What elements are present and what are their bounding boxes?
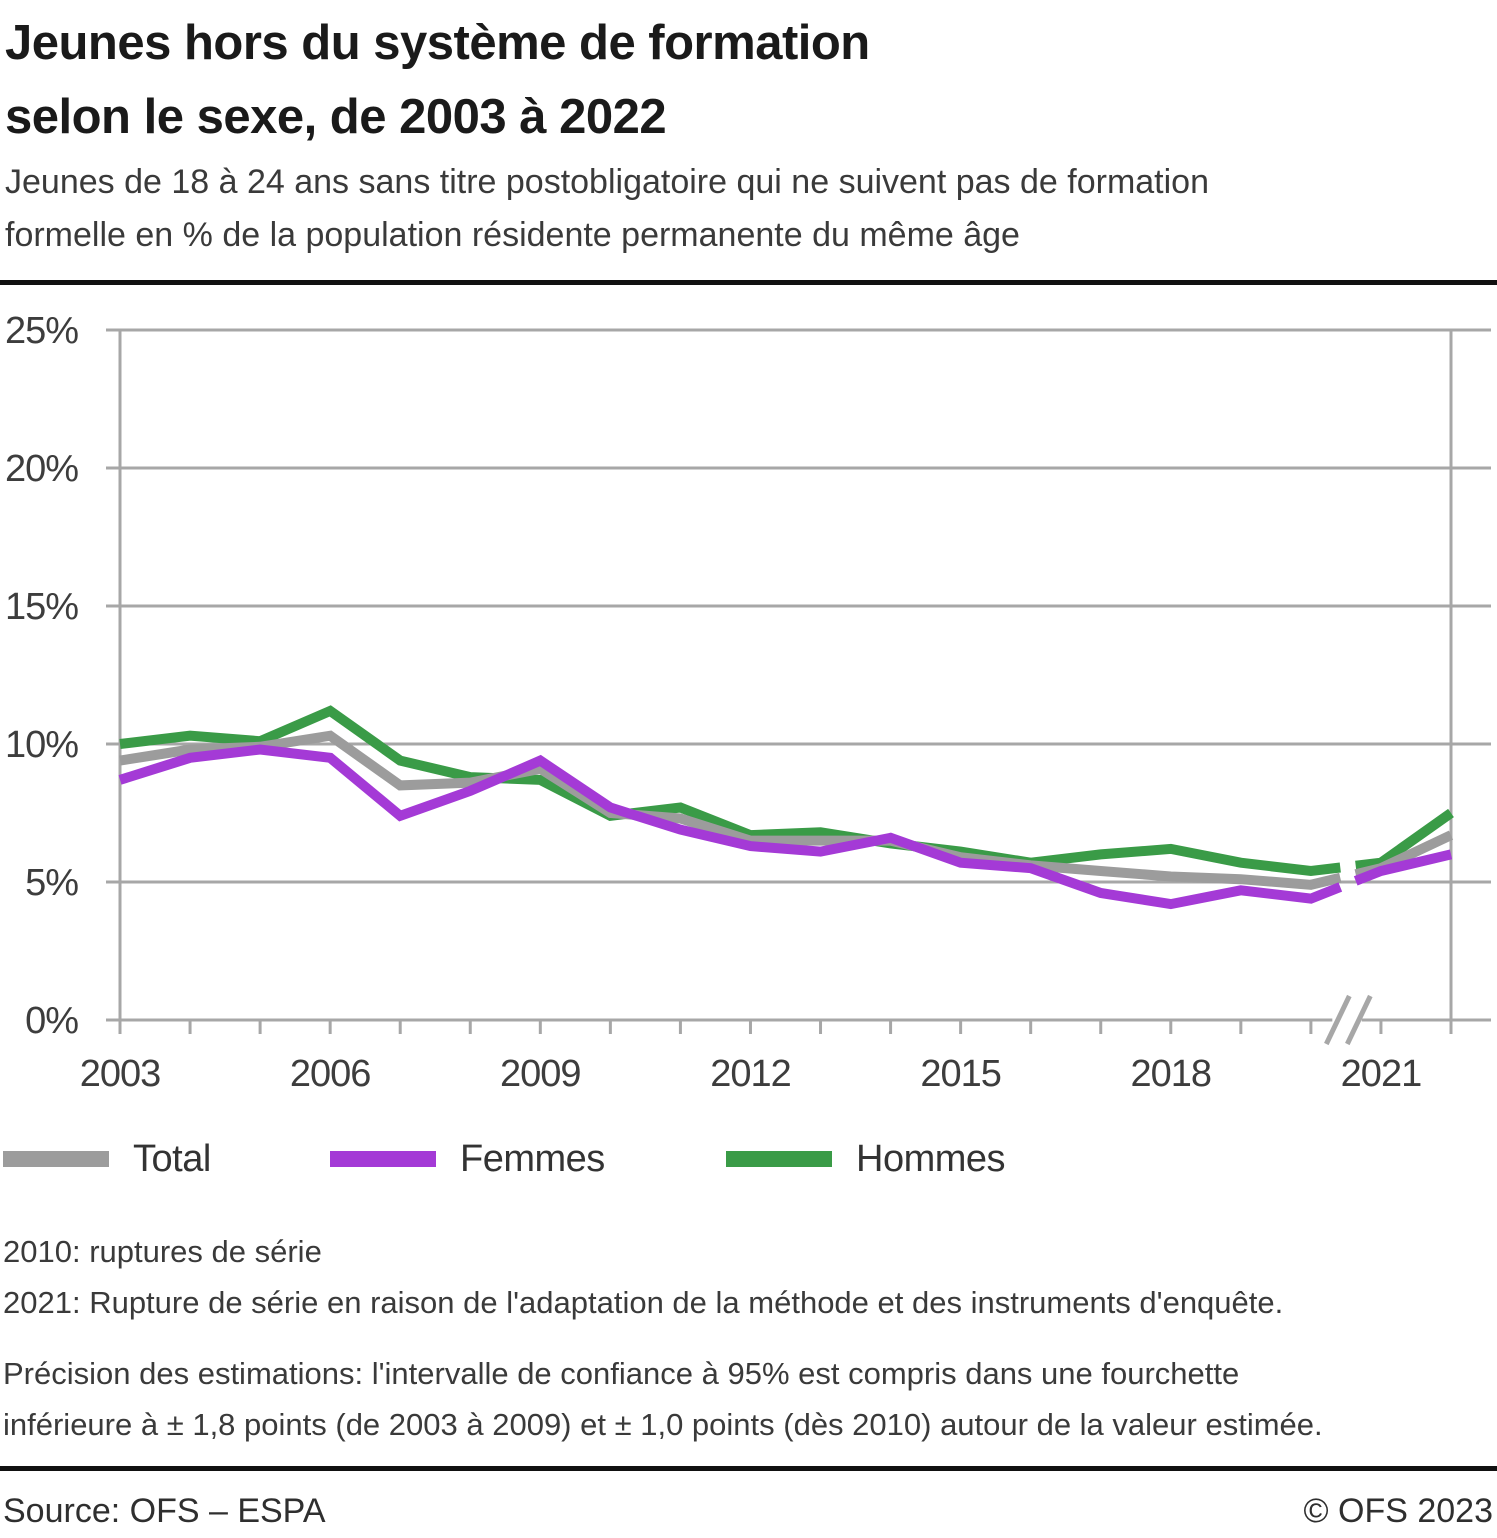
x-tick-label: 2006 <box>290 1053 371 1092</box>
legend-label-hommes: Hommes <box>856 1137 1006 1180</box>
source-label: Source: OFS – ESPA <box>3 1492 326 1530</box>
legend-label-femmes: Femmes <box>460 1137 605 1180</box>
legend-item-hommes: Hommes <box>726 1137 1006 1180</box>
series-line-femmes <box>1353 849 1453 886</box>
y-tick-label: 5% <box>25 862 78 904</box>
series-line-hommes <box>119 705 1341 877</box>
footnote-paragraph-2: Précision des estimations: l'intervalle … <box>3 1348 1323 1450</box>
top-divider <box>0 280 1497 285</box>
footer: Source: OFS – ESPA © OFS 2023 <box>3 1492 1493 1531</box>
legend-item-total: Total <box>3 1137 211 1180</box>
legend-swatch-total-icon <box>3 1151 109 1167</box>
series-line-femmes <box>118 744 1343 910</box>
copyright-label: © OFS 2023 <box>1303 1492 1493 1530</box>
chart-subtitle: Jeunes de 18 à 24 ans sans titre postobl… <box>5 156 1209 262</box>
axis-break-slash-icon <box>1345 994 1373 1046</box>
legend-swatch-hommes-icon <box>726 1151 832 1167</box>
y-tick-label: 15% <box>5 586 78 628</box>
line-chart: 0% 5% 10% 15% 20% 25% 2003 2006 2009 2012 2015 2018… <box>5 310 1491 1092</box>
x-tick-label: 2021 <box>1341 1053 1422 1092</box>
y-tick-label: 20% <box>5 448 78 490</box>
x-tick-label: 2018 <box>1131 1053 1212 1092</box>
y-tick-label: 0% <box>25 1000 78 1042</box>
footnote-line-2: 2021: Rupture de série en raison de l'ad… <box>3 1285 1284 1320</box>
footnote-line-3: Précision des estimations: l'intervalle … <box>3 1356 1240 1391</box>
x-tick-label: 2003 <box>80 1053 161 1092</box>
series-line-total <box>119 730 1342 890</box>
legend-label-total: Total <box>133 1137 211 1180</box>
footnote-line-4: inférieure à ± 1,8 points (de 2003 à 200… <box>3 1407 1323 1442</box>
subtitle-line-1: Jeunes de 18 à 24 ans sans titre postobl… <box>5 163 1209 201</box>
axis-break-slash-icon <box>1324 994 1352 1046</box>
y-tick-label: 25% <box>5 310 78 352</box>
footnotes: 2010: ruptures de série 2021: Rupture de… <box>3 1226 1323 1450</box>
x-tick-label: 2012 <box>710 1053 791 1092</box>
subtitle-line-2: formelle en % de la population résidente… <box>5 216 1020 254</box>
page-title: Jeunes hors du système de formation selo… <box>5 6 870 154</box>
y-tick-label: 10% <box>5 724 78 766</box>
legend-item-femmes: Femmes <box>330 1137 605 1180</box>
legend-swatch-femmes-icon <box>330 1151 436 1167</box>
footnote-paragraph-1: 2010: ruptures de série 2021: Rupture de… <box>3 1226 1323 1328</box>
footnote-line-1: 2010: ruptures de série <box>3 1234 322 1269</box>
x-tick-label: 2009 <box>500 1053 581 1092</box>
title-line-1: Jeunes hors du système de formation <box>5 16 870 70</box>
bottom-divider <box>0 1466 1497 1471</box>
title-line-2: selon le sexe, de 2003 à 2022 <box>5 90 667 144</box>
x-tick-label: 2015 <box>920 1053 1001 1092</box>
